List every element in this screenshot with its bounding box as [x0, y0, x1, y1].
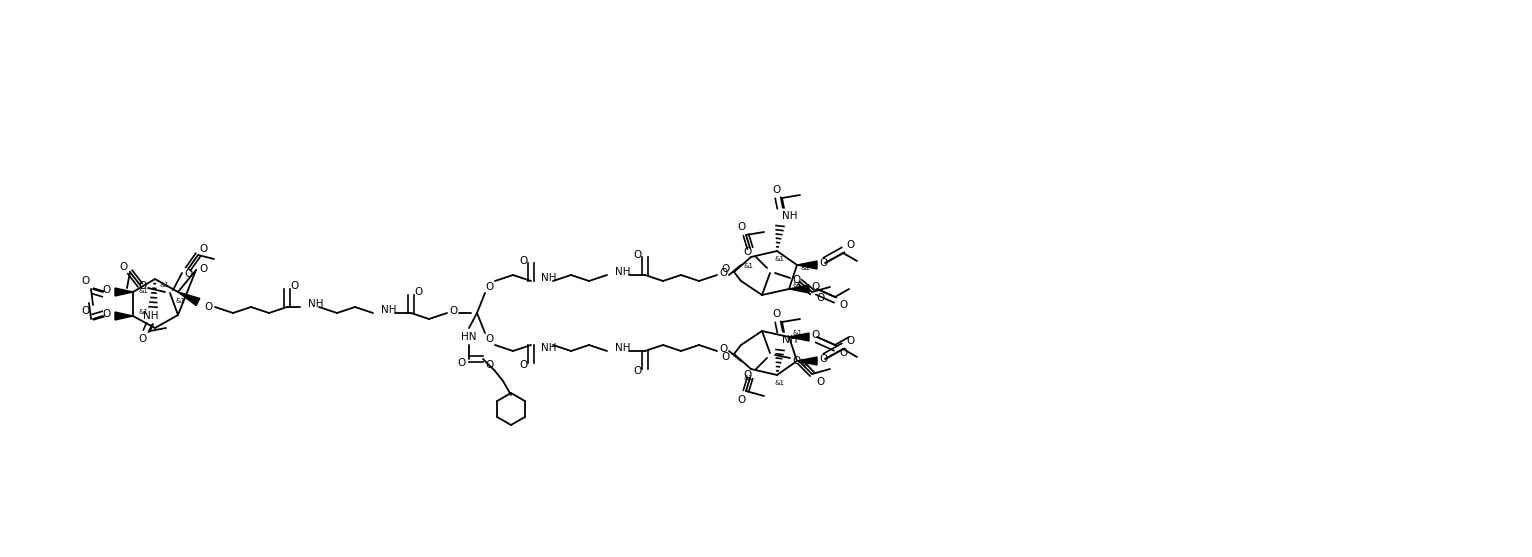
- Text: O: O: [722, 352, 729, 362]
- Text: O: O: [484, 360, 493, 370]
- Text: O: O: [138, 281, 146, 291]
- Text: &1: &1: [743, 375, 754, 381]
- Text: O: O: [101, 285, 110, 295]
- Text: O: O: [414, 287, 423, 297]
- Text: O: O: [138, 334, 146, 344]
- Text: HN: HN: [461, 332, 476, 342]
- Text: O: O: [722, 264, 729, 274]
- Text: O: O: [199, 244, 207, 254]
- Text: &1: &1: [743, 263, 754, 269]
- Text: O: O: [719, 344, 728, 354]
- Text: NH: NH: [614, 343, 631, 353]
- Text: O: O: [633, 250, 640, 260]
- Text: &1: &1: [138, 309, 149, 315]
- Text: &1: &1: [138, 288, 149, 294]
- Text: O: O: [817, 293, 824, 303]
- Text: &1: &1: [175, 298, 185, 304]
- Text: O: O: [457, 358, 466, 368]
- Text: &1: &1: [792, 282, 801, 288]
- Polygon shape: [797, 357, 817, 365]
- Polygon shape: [178, 292, 199, 306]
- Polygon shape: [115, 312, 133, 320]
- Polygon shape: [115, 288, 133, 296]
- Text: &1: &1: [800, 265, 810, 271]
- Text: &1: &1: [774, 380, 784, 386]
- Polygon shape: [789, 285, 809, 293]
- Text: &1: &1: [774, 256, 784, 262]
- Text: O: O: [199, 264, 207, 274]
- Text: O: O: [184, 269, 192, 279]
- Text: O: O: [449, 306, 457, 316]
- Text: O: O: [81, 306, 89, 316]
- Text: O: O: [290, 281, 299, 291]
- Text: NH: NH: [614, 267, 631, 277]
- Text: O: O: [817, 377, 824, 387]
- Text: O: O: [101, 309, 110, 319]
- Text: &1: &1: [792, 330, 801, 336]
- Text: NH: NH: [541, 273, 556, 283]
- Polygon shape: [789, 333, 809, 341]
- Text: NH: NH: [381, 305, 397, 315]
- Text: NH: NH: [541, 343, 556, 353]
- Text: &1: &1: [800, 361, 810, 367]
- Text: O: O: [810, 330, 820, 340]
- Text: NH: NH: [781, 211, 798, 221]
- Text: O: O: [633, 366, 640, 376]
- Polygon shape: [797, 261, 817, 269]
- Text: O: O: [743, 370, 751, 380]
- Text: O: O: [840, 348, 847, 358]
- Text: O: O: [772, 185, 780, 195]
- Text: &1: &1: [159, 282, 169, 288]
- Text: O: O: [846, 336, 855, 346]
- Text: O: O: [820, 258, 827, 268]
- Text: O: O: [737, 395, 745, 405]
- Text: O: O: [519, 256, 527, 266]
- Text: O: O: [519, 360, 527, 370]
- Text: O: O: [719, 268, 728, 278]
- Text: O: O: [743, 247, 751, 257]
- Text: O: O: [846, 240, 855, 250]
- Text: O: O: [792, 356, 800, 366]
- Text: NH: NH: [781, 335, 798, 345]
- Text: O: O: [772, 309, 780, 319]
- Text: O: O: [81, 276, 89, 286]
- Text: O: O: [810, 282, 820, 292]
- Text: O: O: [119, 262, 127, 272]
- Text: O: O: [484, 334, 493, 344]
- Text: O: O: [737, 222, 745, 232]
- Text: NH: NH: [144, 311, 159, 321]
- Text: O: O: [792, 275, 800, 285]
- Text: O: O: [484, 282, 493, 292]
- Text: O: O: [840, 300, 847, 310]
- Text: O: O: [204, 302, 211, 312]
- Text: O: O: [820, 354, 827, 364]
- Text: NH: NH: [308, 299, 323, 309]
